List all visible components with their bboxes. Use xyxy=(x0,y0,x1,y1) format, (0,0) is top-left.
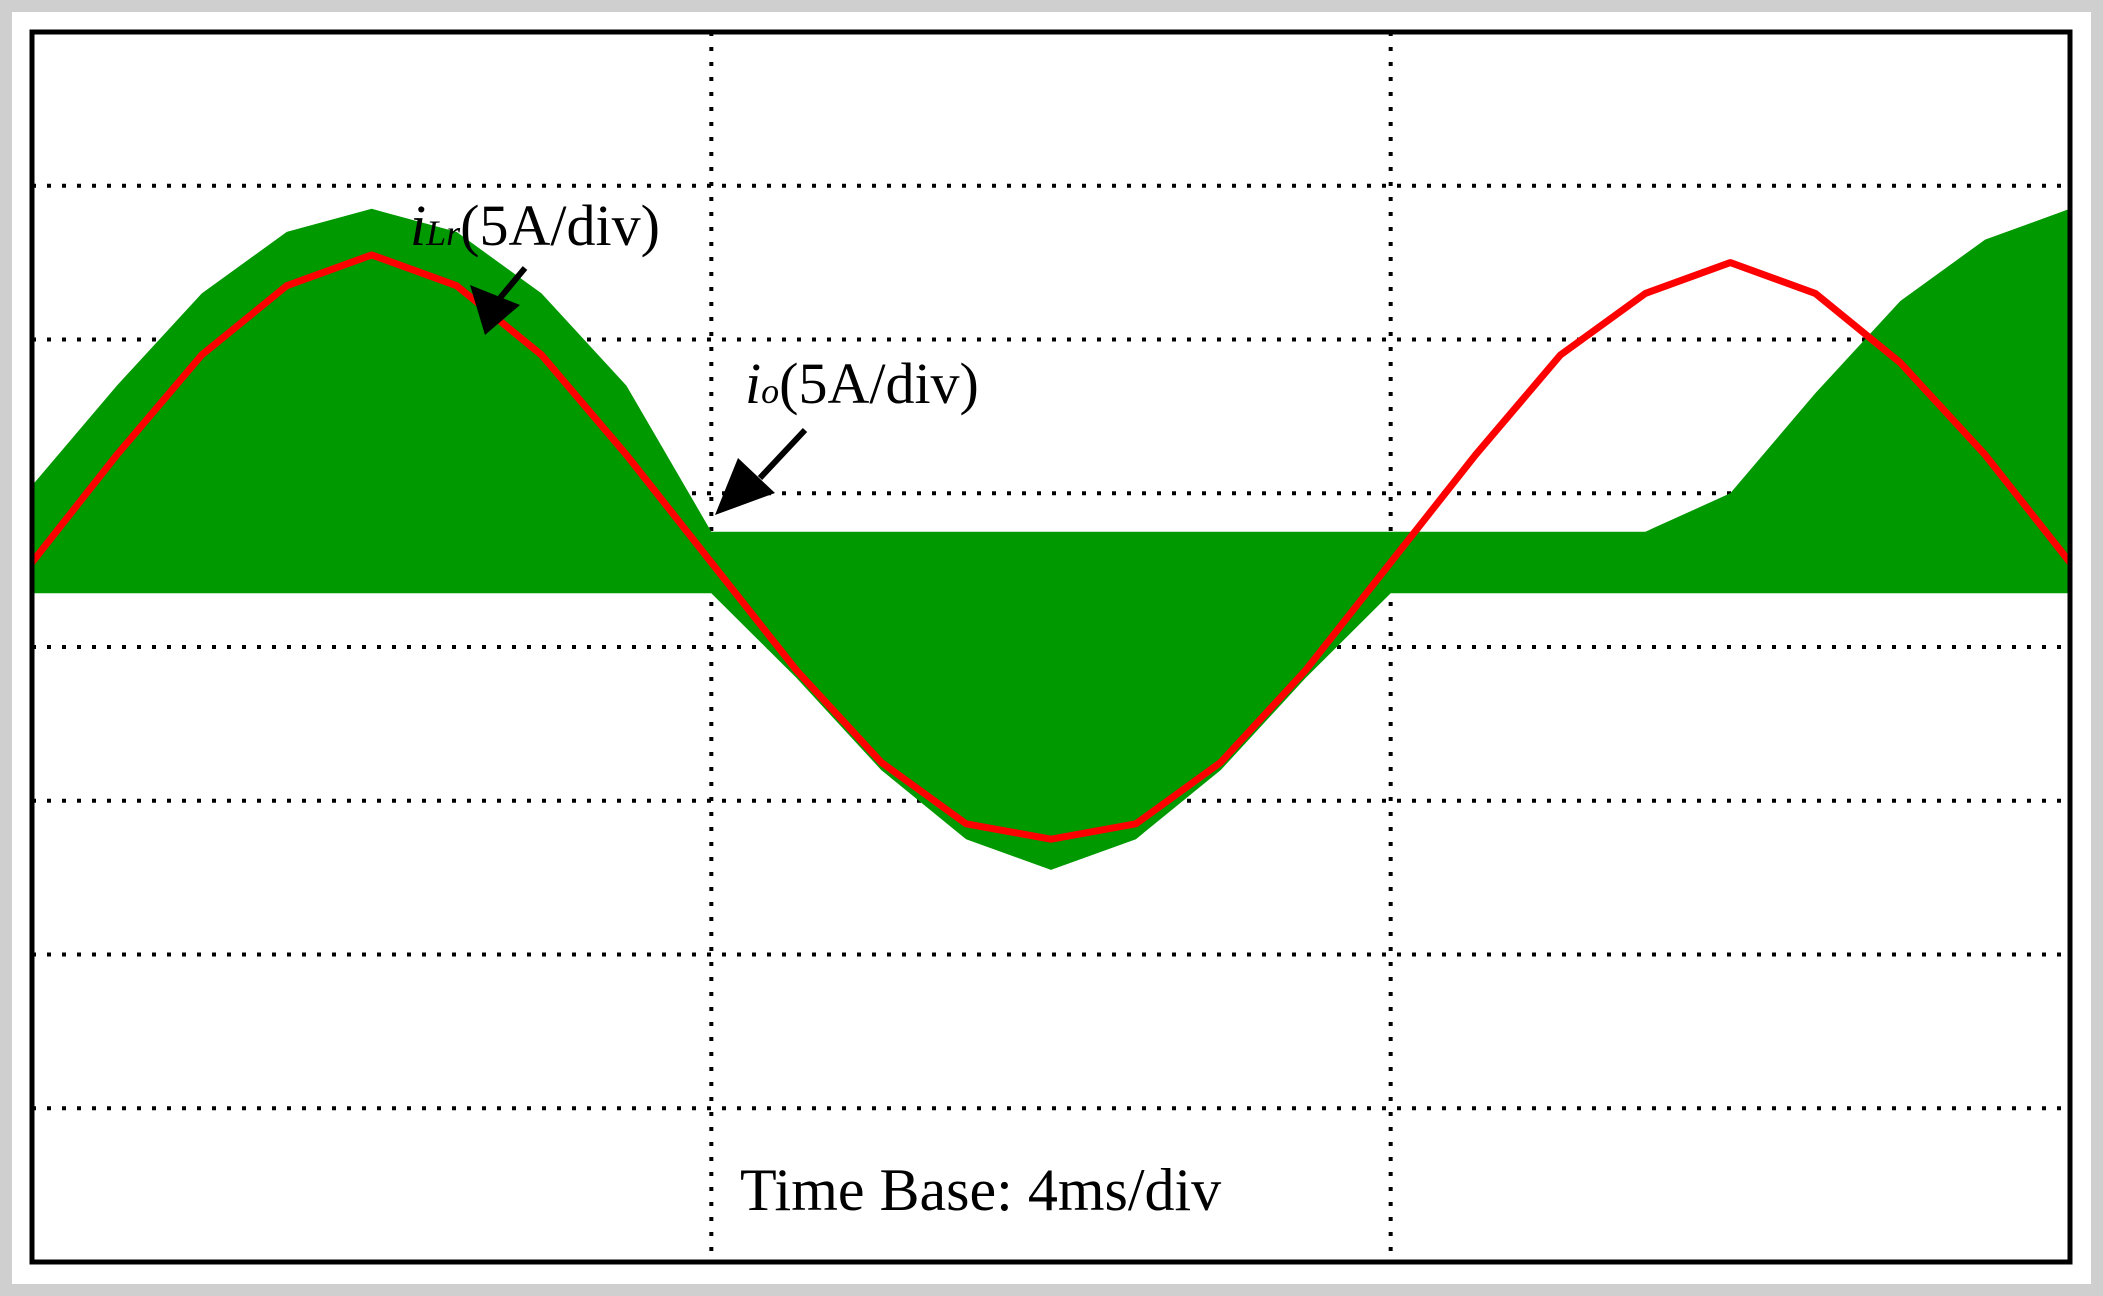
arrow-io-shaft xyxy=(757,427,808,481)
label-iLr: iLr(5A/div) xyxy=(410,193,660,258)
grid xyxy=(32,32,2070,1262)
label-io: io(5A/div) xyxy=(745,351,979,416)
label-io-main: i xyxy=(745,351,761,416)
arrow-iLr-shaft xyxy=(497,266,528,300)
series-io-line xyxy=(29,251,2073,843)
series-iLr-band xyxy=(32,208,2070,870)
label-iLr-sub: Lr xyxy=(425,213,461,253)
label-iLr-main: i xyxy=(410,193,426,258)
label-iLr-unit: (5A/div) xyxy=(460,193,660,258)
arrow-io-head xyxy=(715,458,775,515)
time-base-label: Time Base: 4ms/div xyxy=(740,1157,1221,1223)
arrow-iLr-head xyxy=(470,285,520,335)
label-io-sub: o xyxy=(761,371,779,411)
plot-border xyxy=(29,29,2073,1265)
label-io-unit: (5A/div) xyxy=(779,351,979,416)
